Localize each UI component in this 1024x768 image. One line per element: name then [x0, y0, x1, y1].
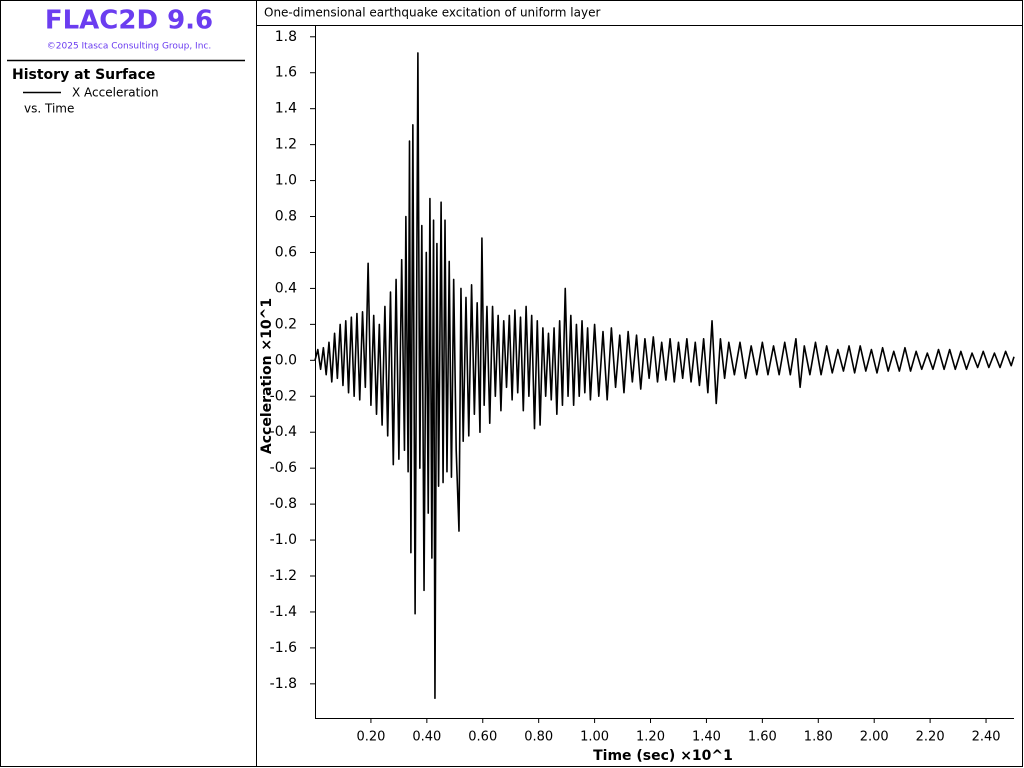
x-axis-label: Time (sec) ×10^1: [593, 748, 733, 764]
y-tick-label: -0.6: [270, 460, 297, 476]
y-tick-label: 1.0: [275, 173, 297, 189]
y-tick-label: -1.8: [270, 676, 297, 692]
x-tick-label: 2.20: [916, 730, 945, 745]
y-tick-label: 0.8: [275, 209, 297, 225]
x-tick-label: 0.80: [524, 730, 553, 745]
y-tick-label: 1.8: [275, 29, 297, 45]
y-tick-label: -1.0: [270, 532, 297, 548]
x-tick-label: 1.60: [748, 730, 777, 745]
x-tick-label: 1.80: [804, 730, 833, 745]
y-tick-label: 0.2: [275, 316, 297, 332]
x-tick-label: 0.60: [468, 730, 497, 745]
y-tick-label: -1.2: [270, 568, 297, 584]
legend-title: History at Surface: [12, 67, 155, 83]
y-tick-label: 0.6: [275, 244, 297, 260]
copyright: ©2025 Itasca Consulting Group, Inc.: [47, 42, 211, 52]
x-tick-label: 0.40: [412, 730, 441, 745]
legend-entry: X Acceleration: [72, 86, 159, 100]
y-tick-label: -1.4: [270, 604, 297, 620]
x-tick-label: 1.40: [692, 730, 721, 745]
y-tick-label: 1.6: [275, 65, 297, 81]
legend-subtitle: vs. Time: [24, 102, 74, 116]
x-tick-label: 2.40: [972, 730, 1001, 745]
y-tick-label: 0.4: [275, 280, 297, 296]
y-axis-label: Acceleration ×10^1: [259, 298, 275, 454]
y-tick-label: 1.2: [275, 137, 297, 153]
y-tick-label: -1.6: [270, 640, 297, 656]
data-line: [314, 52, 1015, 700]
chart-title: One-dimensional earthquake excitation of…: [264, 6, 600, 20]
x-tick-label: 2.00: [860, 730, 889, 745]
y-tick-label: -0.2: [270, 388, 297, 404]
y-tick-label: -0.4: [270, 424, 297, 440]
app-title: FLAC2D 9.6: [45, 6, 213, 36]
y-tick-label: 1.4: [275, 101, 297, 117]
y-tick-label: 0.0: [275, 352, 297, 368]
x-tick-label: 1.00: [580, 730, 609, 745]
x-tick-label: 0.20: [356, 730, 385, 745]
x-tick-label: 1.20: [636, 730, 665, 745]
y-tick-label: -0.8: [270, 496, 297, 512]
